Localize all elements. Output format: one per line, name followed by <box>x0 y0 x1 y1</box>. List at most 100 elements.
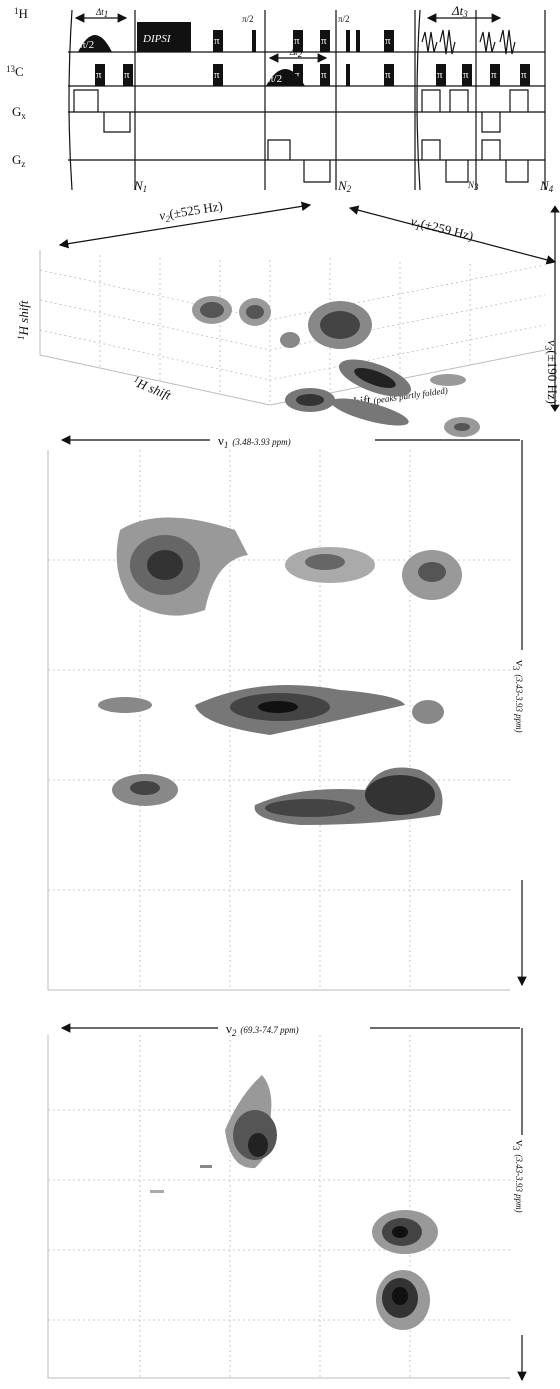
pi-pulse <box>213 30 223 52</box>
pi-pulse <box>320 64 330 86</box>
label-part: N <box>133 178 144 193</box>
pi-pulse <box>293 30 303 52</box>
pi-pulse <box>520 64 530 86</box>
slice-plot <box>48 1035 510 1378</box>
pi-pulse: π <box>294 69 300 81</box>
pi-pulse: π <box>491 69 497 81</box>
gradient <box>73 89 131 133</box>
fid <box>421 29 516 55</box>
label-part: 1 <box>133 374 141 385</box>
channel-label: 1H <box>14 6 28 21</box>
label-part: 2 <box>232 1028 237 1038</box>
pi-pulse <box>213 64 223 86</box>
peak <box>200 1165 212 1168</box>
label-part: ν <box>158 207 166 223</box>
label-part: 3 <box>543 345 553 351</box>
shaped-pulse <box>78 35 112 52</box>
channel-label: Gz <box>12 152 25 169</box>
baseline <box>68 51 545 161</box>
pi-half-pulse <box>346 64 350 86</box>
label-part: H <box>19 6 28 21</box>
pi-pulse <box>462 64 472 86</box>
label-part: 1 <box>14 6 19 16</box>
pulse-label: π/2 <box>242 14 254 24</box>
label-part: z <box>21 159 25 169</box>
peak <box>130 781 160 795</box>
pi-pulse: π <box>385 35 391 47</box>
slice-plot: ν2 (69.3-74.7 ppm) ν3(3.43-3.93 ppm) <box>47 1021 528 1382</box>
peak <box>354 368 396 388</box>
label-part: 4 <box>549 184 554 194</box>
pi-pulse: π <box>96 69 102 81</box>
dipsi-block <box>137 22 191 52</box>
pi-pulse: π π π π <box>213 30 394 52</box>
pi-pulse <box>293 64 303 86</box>
shaped-pulse <box>266 69 305 86</box>
label-part: 13 <box>6 64 16 74</box>
label-part: (3.43-3.93 ppm) <box>514 674 524 732</box>
pi-pulse <box>95 64 105 86</box>
channel-label: 13C <box>6 64 24 79</box>
label-part: 3 <box>462 9 468 19</box>
label-part: N <box>467 180 475 190</box>
channel-label: Gx <box>12 104 26 121</box>
cube-frame <box>39 250 546 406</box>
pulse-sequence: 1H 13C Gx Gz π/2 Δt1 DIPSI π π π π π/2 π… <box>6 3 554 194</box>
peak <box>365 775 435 815</box>
label-part: G <box>12 104 21 119</box>
label-part: ν <box>218 433 224 448</box>
gradient <box>421 89 529 133</box>
pi-pulse <box>490 64 500 86</box>
label-part: H shift <box>16 300 31 336</box>
pi-pulse <box>436 64 446 86</box>
label-part: (3.43-3.93 ppm) <box>514 1154 524 1212</box>
peak <box>246 305 264 319</box>
peak <box>98 517 462 825</box>
label-part: (±190 Hz) <box>545 350 560 404</box>
pi-pulse <box>320 30 330 52</box>
peak <box>331 398 409 426</box>
peak <box>265 799 355 817</box>
axis-label: ν1(±259 Hz) <box>409 213 475 245</box>
peak <box>150 1075 438 1330</box>
axis-label: ν2 (69.3-74.7 ppm) <box>226 1021 299 1038</box>
label-part: 2 <box>165 213 172 224</box>
label-part: 3 <box>511 666 521 671</box>
peak <box>392 1226 408 1238</box>
slice-plot <box>47 450 510 991</box>
cube-frame <box>39 255 546 405</box>
peak <box>412 700 444 724</box>
peak <box>200 302 224 318</box>
label-part: 1 <box>143 184 148 194</box>
pi-pulse: π <box>294 35 300 47</box>
label-part: 1 <box>414 222 421 233</box>
peak <box>430 374 466 386</box>
pi-pulse: π <box>321 35 327 47</box>
dipsi-label: DIPSI <box>142 33 172 45</box>
label-part: 1 <box>16 336 26 341</box>
axis-title: 1H shift <box>16 300 31 340</box>
axis-arrow <box>348 205 557 265</box>
pi-pulse: π <box>321 69 327 81</box>
pi-pulse: π <box>437 69 443 81</box>
label-part: ν <box>226 1021 232 1036</box>
pi-pulse: π <box>214 35 220 47</box>
label-part: N <box>539 178 550 193</box>
label-part: 1 <box>104 9 109 19</box>
label-part: Δt <box>451 3 464 18</box>
peak <box>305 554 345 570</box>
label-part: ν <box>409 213 418 229</box>
label-part: C <box>15 64 24 79</box>
label-part: x <box>21 111 26 121</box>
pi-pulse: π π π π π π π π π π <box>95 64 530 86</box>
pi-half-pulse <box>356 30 360 52</box>
slice-plot: ν1 (3.48-3.93 ppm) ν3(3.43-3.93 ppm) <box>47 433 528 991</box>
pi-pulse <box>384 64 394 86</box>
label-part: (69.3-74.7 ppm) <box>240 1025 298 1035</box>
peak <box>248 1133 268 1157</box>
label-part: (3.48-3.93 ppm) <box>232 437 290 447</box>
axis-label: ν3 (3.43-3.93 ppm) <box>511 660 528 733</box>
cube-plot: ν2(±525 Hz) ν1(±259 Hz) ν3(±190 Hz) 1H s… <box>16 198 560 437</box>
label-part: ν <box>545 340 560 346</box>
